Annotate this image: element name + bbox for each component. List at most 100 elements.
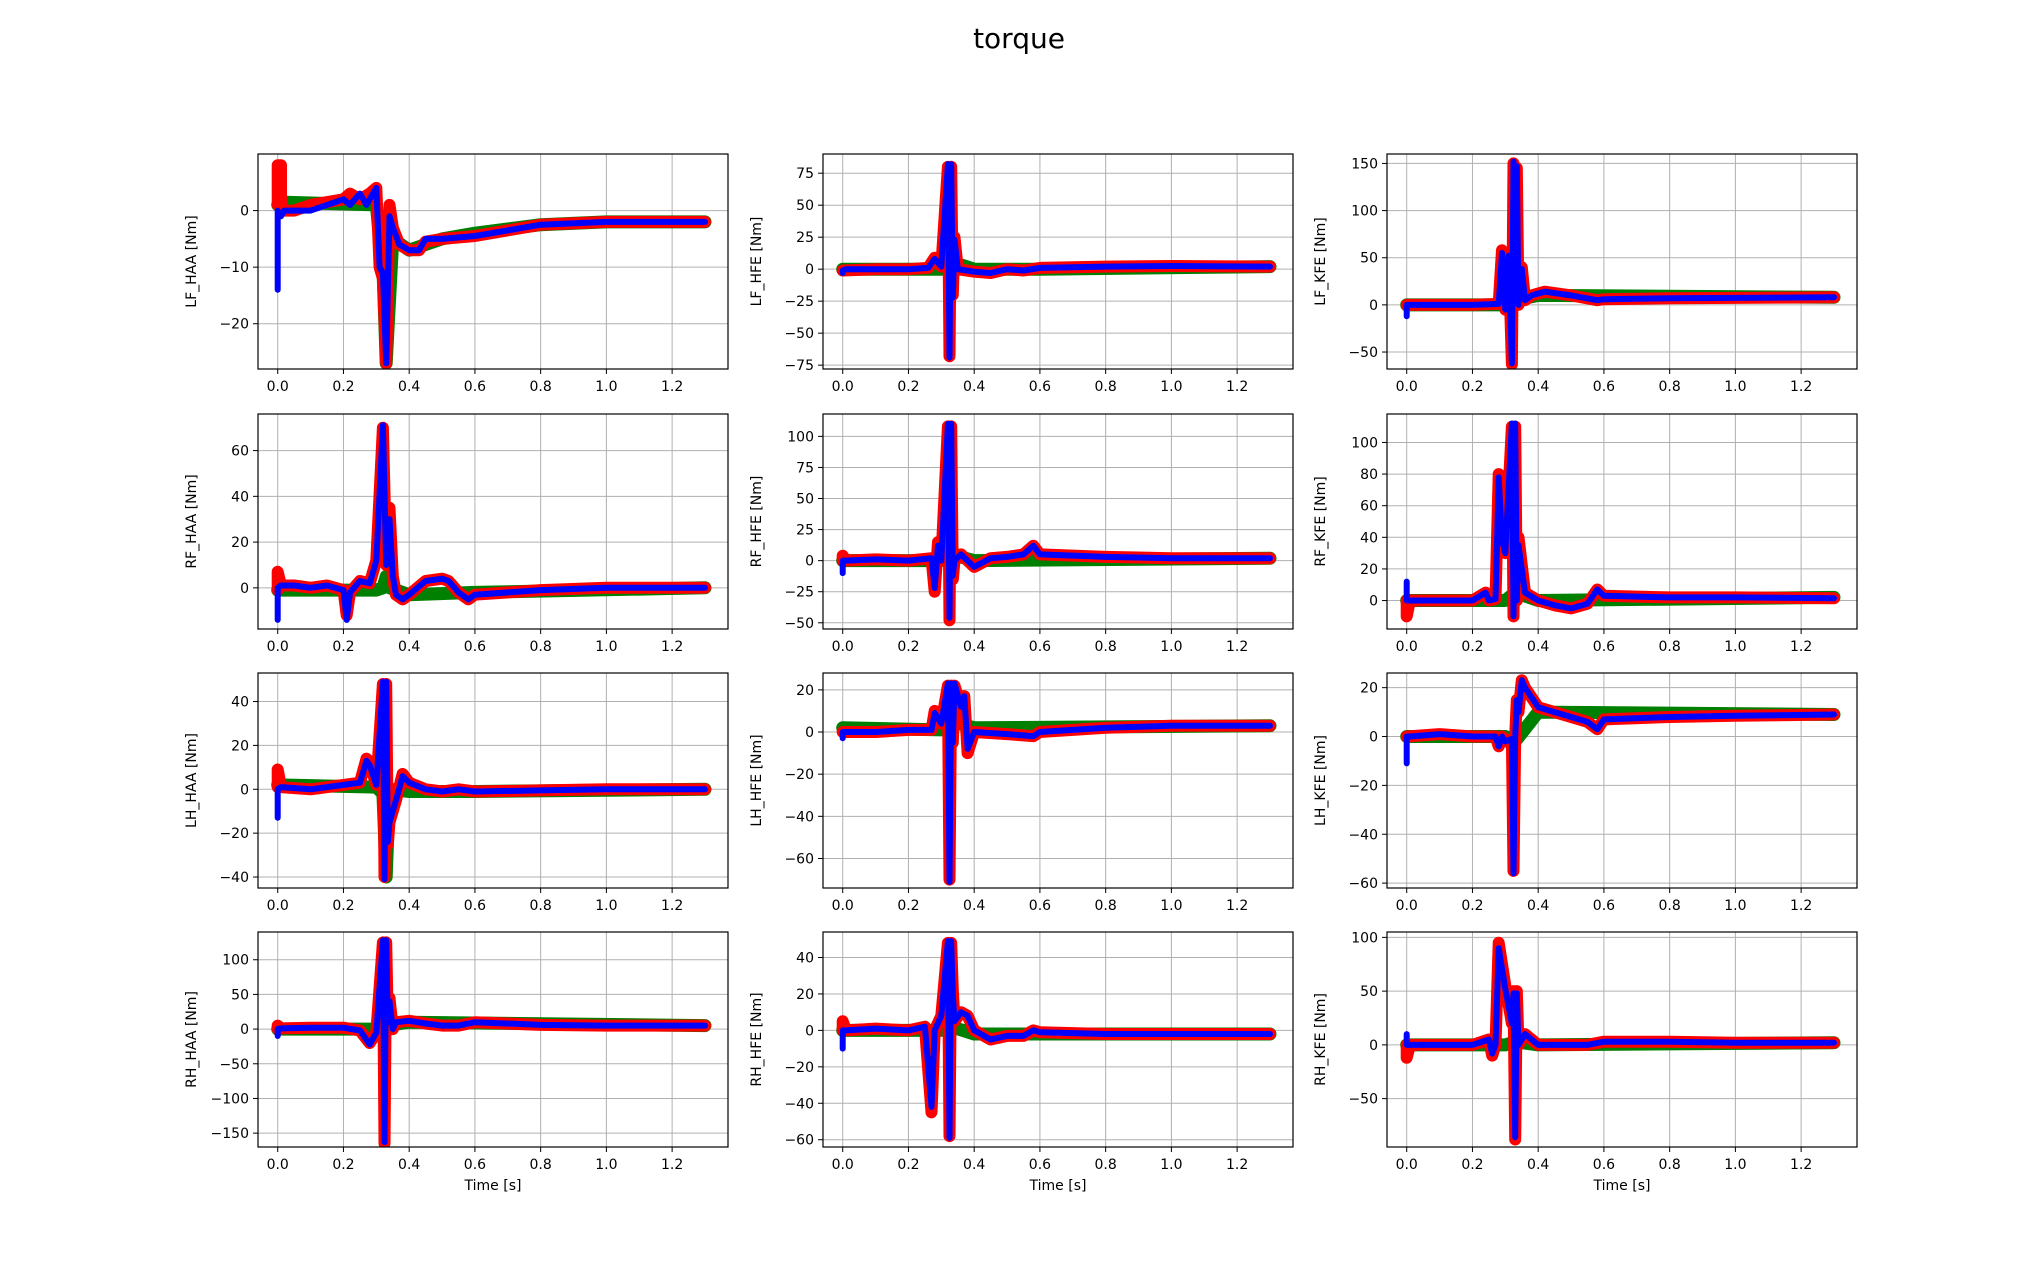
y-axis-label: LF_HFE [Nm] — [749, 217, 765, 307]
y-tick-label: 50 — [1360, 984, 1378, 1000]
x-tick-label: 0.4 — [1527, 898, 1549, 914]
y-tick-label: 0 — [1369, 730, 1378, 746]
y-axis-label: RF_KFE [Nm] — [1313, 476, 1329, 566]
x-tick-label: 0.4 — [398, 639, 420, 655]
y-tick-label: 25 — [796, 523, 814, 539]
y-tick-label: 20 — [796, 683, 814, 699]
axes-frame — [257, 672, 729, 889]
subplot-2: 0.0 0.2 0.4 0.6 0.8 1.0 1.2 −75 −50 −25 0 25 50 75 LF_… — [749, 153, 1294, 395]
x-tick-label: 1.2 — [1790, 1157, 1812, 1173]
x-tick-label: 1.2 — [1226, 379, 1248, 395]
x-tick-label: 1.0 — [1160, 898, 1182, 914]
x-tick-label: 0.6 — [1029, 379, 1051, 395]
x-tick-label: 0.4 — [963, 379, 985, 395]
y-tick-label: 20 — [231, 738, 249, 754]
plot-area — [1400, 157, 1841, 369]
y-tick-label: 0 — [240, 204, 249, 220]
series-line-blue — [1403, 677, 1837, 877]
y-tick-label: −150 — [211, 1126, 249, 1142]
x-tick-label: 0.2 — [1461, 639, 1483, 655]
y-tick-label: 60 — [231, 444, 249, 460]
x-tick-label: 0.8 — [1095, 639, 1117, 655]
subplot-3: 0.0 0.2 0.4 0.6 0.8 1.0 1.2 −50 0 50 100 150 LF_KFE … — [1313, 153, 1858, 395]
x-tick-label: 0.0 — [1396, 898, 1418, 914]
series-line-blue — [1403, 945, 1837, 1141]
x-tick-label: 0.6 — [1029, 1157, 1051, 1173]
x-tick-label: 0.4 — [398, 898, 420, 914]
x-tick-label: 1.0 — [1160, 1157, 1182, 1173]
y-tick-label: 0 — [240, 782, 249, 798]
grid-lines — [1387, 154, 1857, 369]
y-tick-label: −25 — [784, 294, 814, 310]
x-tick-label: 0.4 — [1527, 1157, 1549, 1173]
y-tick-label: 75 — [796, 166, 814, 182]
y-axis-label: RF_HAA [Nm] — [184, 474, 200, 568]
y-tick-label: 100 — [222, 953, 249, 969]
x-tick-label: 0.0 — [267, 379, 289, 395]
y-tick-label: −20 — [219, 826, 249, 842]
plot-area — [1400, 936, 1841, 1146]
y-tick-label: 0 — [1369, 1038, 1378, 1054]
x-tick-label: 0.2 — [897, 379, 919, 395]
x-tick-label: 0.0 — [832, 639, 854, 655]
x-tick-label: 0.0 — [267, 898, 289, 914]
y-tick-label: 20 — [1360, 562, 1378, 578]
x-tick-label: 0.8 — [530, 1157, 552, 1173]
axes-frame — [257, 931, 729, 1148]
x-tick-label: 0.4 — [398, 1157, 420, 1173]
x-tick-label: 1.0 — [1724, 1157, 1746, 1173]
x-tick-label: 0.4 — [963, 639, 985, 655]
x-tick-label: 0.0 — [832, 379, 854, 395]
y-tick-label: 20 — [796, 987, 814, 1003]
x-tick-label: 0.8 — [1095, 379, 1117, 395]
y-axis-label: RF_HFE [Nm] — [749, 476, 765, 568]
x-tick-label: 0.2 — [332, 1157, 354, 1173]
subplot-11: 0.0 0.2 0.4 0.6 0.8 1.0 1.2 −60 −40 −20 0 20 40 RH_HF… — [749, 931, 1294, 1194]
series-line-blue — [274, 184, 708, 367]
x-tick-label: 0.6 — [464, 379, 486, 395]
y-axis-label: LH_KFE [Nm] — [1313, 735, 1329, 826]
axes-frame — [257, 153, 729, 370]
y-tick-label: −20 — [219, 317, 249, 333]
x-tick-label: 0.6 — [1593, 639, 1615, 655]
y-tick-label: 60 — [1360, 499, 1378, 515]
y-tick-label: −40 — [219, 870, 249, 886]
x-axis-label: Time [s] — [1029, 1178, 1087, 1194]
grid-lines — [823, 414, 1293, 629]
x-tick-label: 1.0 — [1160, 639, 1182, 655]
y-tick-label: −25 — [784, 585, 814, 601]
x-tick-label: 0.2 — [897, 1157, 919, 1173]
y-tick-label: 0 — [1369, 594, 1378, 610]
x-tick-label: 0.2 — [332, 379, 354, 395]
y-tick-label: −75 — [784, 358, 814, 374]
x-tick-label: 0.8 — [1095, 1157, 1117, 1173]
y-tick-label: 0 — [805, 1023, 814, 1039]
x-tick-label: 1.2 — [1226, 639, 1248, 655]
y-tick-label: 75 — [796, 460, 814, 476]
y-axis-label: LH_HAA [Nm] — [184, 733, 200, 828]
subplot-5: 0.0 0.2 0.4 0.6 0.8 1.0 1.2 −50 −25 0 25 50 75 100 RF_… — [749, 413, 1294, 655]
x-tick-label: 0.2 — [1461, 379, 1483, 395]
x-tick-label: 0.8 — [530, 898, 552, 914]
subplot-1: 0.0 0.2 0.4 0.6 0.8 1.0 1.2 −20 −10 0 LF_HAA [Nm] — [184, 153, 729, 395]
x-tick-label: 0.6 — [1593, 1157, 1615, 1173]
y-axis-label: RH_HFE [Nm] — [749, 992, 765, 1086]
x-tick-label: 1.0 — [1160, 379, 1182, 395]
x-tick-label: 1.2 — [1790, 898, 1812, 914]
y-tick-label: 25 — [796, 230, 814, 246]
x-tick-label: 1.2 — [1226, 898, 1248, 914]
x-tick-label: 0.6 — [1593, 379, 1615, 395]
series-line-blue — [839, 420, 1273, 621]
x-tick-label: 1.0 — [595, 898, 617, 914]
x-tick-label: 0.0 — [267, 639, 289, 655]
y-tick-label: −60 — [784, 1133, 814, 1149]
y-tick-label: −60 — [1348, 876, 1378, 892]
x-tick-label: 1.2 — [661, 1157, 683, 1173]
axes-frame — [822, 153, 1294, 370]
plot-area — [271, 936, 712, 1147]
x-tick-label: 1.2 — [661, 639, 683, 655]
y-tick-label: −20 — [784, 767, 814, 783]
y-tick-label: 0 — [805, 554, 814, 570]
